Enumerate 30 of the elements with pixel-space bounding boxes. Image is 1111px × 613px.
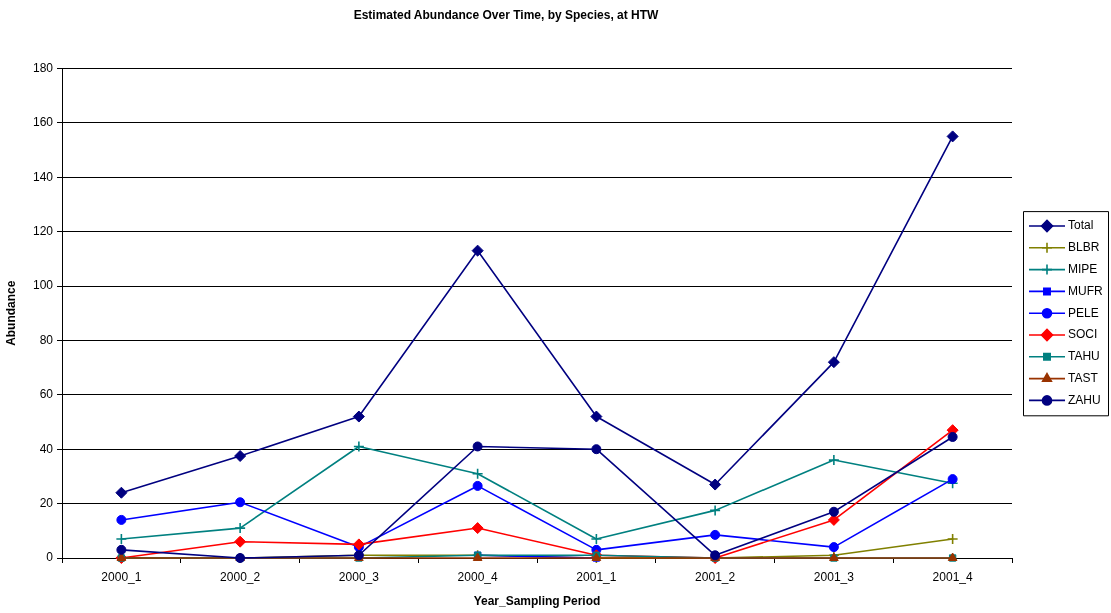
legend-label: ZAHU: [1068, 392, 1101, 407]
x-tick-label: 2001_1: [576, 569, 617, 584]
x-tick-label: 2001_2: [695, 569, 736, 584]
y-tick-label: 160: [32, 115, 54, 130]
x-tick-label: 2000_4: [457, 569, 498, 584]
y-tick-label: 120: [32, 223, 54, 238]
x-tick-label: 2001_4: [932, 569, 973, 584]
legend-label: SOCI: [1068, 327, 1098, 342]
legend-label: TAST: [1068, 370, 1099, 385]
legend-label: Total: [1068, 218, 1094, 233]
legend-label: TAHU: [1068, 349, 1100, 364]
x-tick-label: 2000_1: [101, 569, 142, 584]
x-tick-label: 2001_3: [813, 569, 855, 584]
legend-label: BLBR: [1068, 240, 1100, 255]
x-tick-label: 2000_3: [338, 569, 380, 584]
chart-title: Estimated Abundance Over Time, by Species, at HTW: [353, 7, 660, 22]
y-tick-label: 180: [32, 60, 54, 75]
legend-label: MUFR: [1068, 283, 1103, 298]
x-axis-title: Year_Sampling Period: [473, 594, 601, 609]
y-tick-label: 40: [39, 441, 54, 456]
y-tick-label: 80: [39, 332, 54, 347]
y-tick-label: 140: [32, 169, 54, 184]
y-axis-title: Abundance: [3, 280, 18, 346]
legend-label: PELE: [1068, 305, 1099, 320]
legend-label: MIPE: [1068, 261, 1098, 276]
y-tick-label: 0: [46, 550, 54, 565]
x-tick-label: 2000_2: [220, 569, 261, 584]
y-tick-label: 60: [39, 387, 54, 402]
y-tick-label: 100: [32, 278, 54, 293]
y-tick-label: 20: [39, 495, 54, 510]
